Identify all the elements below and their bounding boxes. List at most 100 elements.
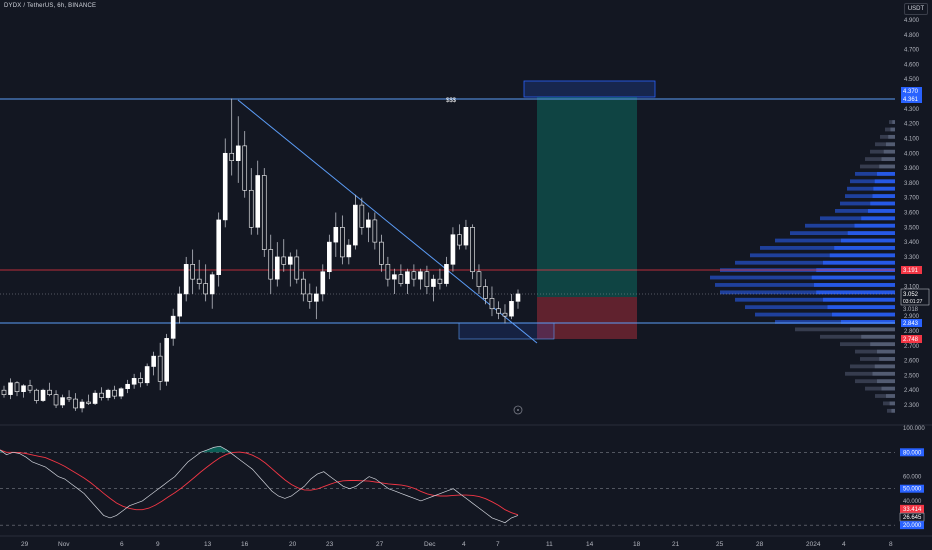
currency-button[interactable]: USDT — [904, 3, 928, 15]
candle-body — [346, 244, 352, 258]
candle-body — [398, 274, 404, 284]
time-axis[interactable]: 29 Nov 6 9 13 16 20 23 27 Dec 4 7 11 14 18 21 25 28 2024 4 8 — [21, 541, 893, 548]
price-tags: 4.370 4.361 3.191 3.052 03:01:27 3.018 2… — [900, 87, 930, 343]
volume-profile-bar — [850, 364, 895, 369]
candle-body — [177, 293, 182, 317]
volume-profile-bar — [865, 386, 895, 391]
volume-profile-bar — [745, 305, 895, 310]
volume-profile-bar — [720, 290, 895, 295]
volume-profile-bar — [845, 371, 895, 376]
tag-upper-b-bg — [901, 95, 922, 103]
rsi-tag-bg — [900, 521, 924, 530]
candle-body — [418, 271, 423, 280]
price-axis-label: 2.600 — [904, 359, 920, 365]
volume-profile-bar-inner — [879, 357, 895, 361]
rsi-tag-bg — [900, 504, 924, 513]
stop-loss-zone[interactable] — [537, 297, 637, 339]
volume-profile-bar-inner — [834, 246, 895, 250]
candle-body — [105, 389, 111, 398]
candle-body — [366, 219, 371, 228]
time-axis-label: 14 — [586, 541, 594, 548]
candle-body — [92, 392, 98, 404]
volume-profile-bar-inner — [872, 194, 895, 198]
volume-profile-bar-inner — [850, 327, 895, 332]
candle-body — [424, 271, 430, 287]
volume-profile-bar-inner — [841, 238, 895, 243]
candle-body — [385, 264, 391, 280]
candle-body — [437, 278, 443, 284]
time-axis-label: 21 — [672, 541, 680, 548]
tag-blue-low-bg — [901, 319, 922, 327]
volume-profile-bar-inner — [886, 142, 895, 147]
volume-profile-bar-inner — [823, 297, 895, 302]
candle-body — [242, 145, 248, 191]
tag-upper-b: 4.361 — [903, 97, 919, 103]
candle-body — [164, 338, 169, 382]
tag-last-bg — [900, 288, 930, 306]
take-profit-zone[interactable] — [537, 97, 637, 297]
volume-profile-bar — [855, 171, 895, 176]
volume-profile-bar-inner — [881, 386, 895, 391]
volume-profile-bar — [860, 357, 895, 361]
candle-body — [34, 389, 39, 401]
rsi-axis-label: 33.414 — [903, 507, 922, 513]
candle-body — [470, 227, 475, 273]
rsi-axis-label: 26.645 — [903, 515, 922, 521]
price-axis-label: 3.400 — [904, 240, 920, 246]
price-axis-label: 4.600 — [904, 62, 920, 68]
tag-upper-a: 4.370 — [903, 89, 919, 95]
time-axis-label: Nov — [58, 541, 70, 548]
candle-body — [235, 145, 241, 161]
price-axis-label: 3.900 — [904, 166, 920, 172]
volume-profile-bar — [790, 231, 895, 236]
entry-zone-box[interactable] — [458, 322, 555, 340]
volume-profile-bar — [889, 120, 895, 124]
rsi-tag-bg — [900, 448, 924, 457]
volume-profile-bar — [887, 408, 895, 413]
volume-profile-bar — [775, 320, 895, 324]
candle-body — [86, 401, 91, 404]
candle-body — [359, 204, 365, 228]
target-zone-box[interactable] — [523, 80, 656, 98]
candlestick-series — [1, 98, 521, 413]
volume-profile-bar — [885, 127, 895, 132]
volume-profile-bar-inner — [841, 320, 895, 324]
candle-body — [73, 398, 78, 409]
volume-profile-bar — [805, 223, 895, 228]
candle-body — [327, 241, 332, 273]
rsi-axis-label: 80.000 — [903, 450, 922, 456]
volume-profile-bar-inner — [890, 127, 895, 132]
candle-body — [483, 286, 488, 299]
price-axis-label: 4.300 — [904, 107, 920, 113]
descending-trendline[interactable] — [237, 99, 538, 344]
candle-body — [248, 189, 254, 228]
candle-body — [125, 383, 130, 390]
candle-body — [1, 389, 7, 395]
time-axis-label: 4 — [462, 541, 466, 548]
volume-profile-bar — [855, 379, 895, 384]
price-axis-label: 2.500 — [904, 373, 920, 379]
price-axis-label: 4.700 — [904, 48, 920, 54]
candle-body — [463, 227, 469, 246]
price-axis[interactable]: 4.900 4.800 4.700 4.600 4.500 4.300 4.200 4.100… — [904, 18, 920, 409]
candle-body — [47, 389, 52, 395]
volume-profile-bar — [875, 394, 895, 398]
candle-body — [372, 219, 378, 243]
price-axis-label: 3.500 — [904, 225, 920, 231]
volume-profile-bar — [795, 327, 895, 332]
price-axis-label: 3.100 — [904, 285, 920, 291]
price-axis-label: 2.300 — [904, 403, 920, 409]
replay-icon[interactable] — [513, 405, 523, 415]
price-axis-label: 3.700 — [904, 196, 920, 202]
time-axis-label: 8 — [889, 541, 893, 548]
candle-body — [294, 256, 300, 280]
time-axis-label: 11 — [546, 541, 553, 548]
time-axis-label: 20 — [289, 541, 297, 548]
time-axis-label: 9 — [156, 541, 160, 548]
candle-body — [457, 234, 462, 246]
candle-body — [144, 366, 150, 384]
price-axis-label: 4.900 — [904, 18, 920, 24]
time-axis-label: 27 — [376, 541, 384, 548]
rsi-axis-label: 50.000 — [903, 487, 922, 493]
